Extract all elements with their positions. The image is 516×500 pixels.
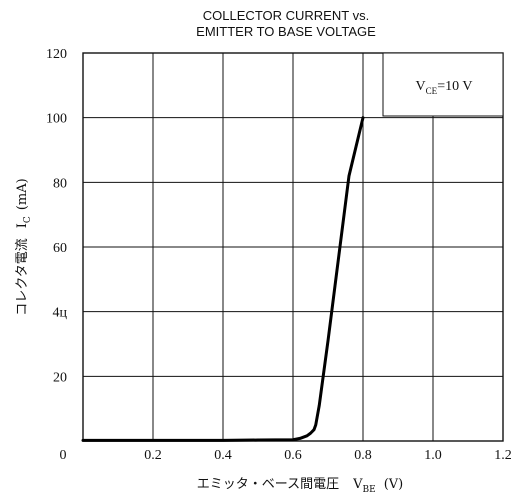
- annotation-main: V: [416, 79, 426, 94]
- x-axis-symbol-sub: BE: [363, 485, 376, 495]
- y-axis-symbol-sub: C: [23, 216, 33, 223]
- chart-title-line-1: COLLECTOR CURRENT vs.: [203, 8, 369, 23]
- y-axis-unit: (mA): [15, 178, 30, 210]
- y-tick-label: 20: [53, 370, 67, 385]
- x-tick-label: 0.6: [284, 448, 302, 463]
- y-axis-label-text: コレクタ電流: [15, 238, 30, 315]
- x-tick-label: 0.2: [144, 448, 162, 463]
- y-tick-label: 120: [46, 47, 67, 62]
- annotation-box: [382, 52, 504, 117]
- x-tick-label: 1.0: [424, 448, 442, 463]
- chart-title-line-2: EMITTER TO BASE VOLTAGE: [196, 24, 376, 39]
- x-tick-label: 1.2: [494, 448, 512, 463]
- x-axis-label: エミッタ・ベース間電圧 VBE (V): [197, 477, 403, 495]
- x-axis-symbol: V: [352, 477, 363, 492]
- annotation-rest: =10 V: [437, 79, 472, 94]
- y-tick-label: 4ц: [53, 306, 68, 321]
- annotation-sub: CE: [426, 86, 438, 96]
- y-tick-label: 80: [53, 176, 67, 191]
- x-axis-unit: (V): [384, 477, 404, 492]
- x-tick-label: 0.4: [214, 448, 232, 463]
- x-axis-label-text: エミッタ・ベース間電圧: [197, 477, 339, 492]
- y-tick-labels: 20 4ц 60 80 100 120: [46, 47, 68, 385]
- y-tick-label: 100: [46, 112, 67, 127]
- vce-annotation: VCE=10 V: [382, 52, 504, 117]
- y-axis-symbol: I: [15, 223, 30, 228]
- y-tick-label: 60: [53, 241, 67, 256]
- x-tick-label: 0.8: [354, 448, 372, 463]
- annotation-text: VCE=10 V: [416, 79, 473, 96]
- x-tick-labels: 0 0.2 0.4 0.6 0.8 1.0 1.2: [60, 448, 512, 463]
- x-tick-label: 0: [60, 448, 67, 463]
- ic-vbe-curve: [81, 116, 365, 442]
- y-axis-label: コレクタ電流 IC (mA): [15, 178, 33, 315]
